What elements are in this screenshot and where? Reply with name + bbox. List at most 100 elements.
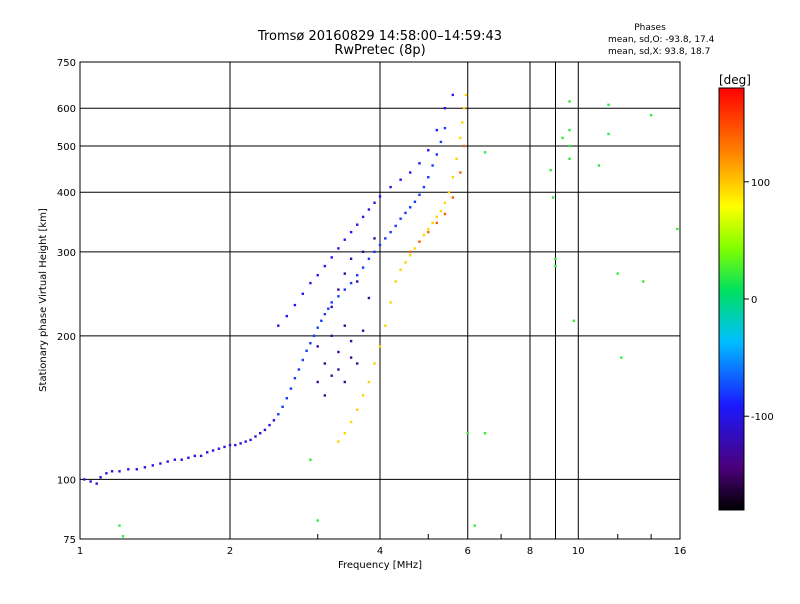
data-point bbox=[323, 313, 326, 316]
data-point bbox=[309, 342, 312, 345]
data-point bbox=[676, 227, 679, 231]
y-tick-label: 75 bbox=[63, 535, 76, 546]
data-point bbox=[293, 303, 297, 307]
data-point bbox=[263, 428, 267, 432]
data-point bbox=[461, 121, 464, 124]
data-point bbox=[277, 324, 280, 327]
data-point bbox=[447, 191, 451, 194]
data-point bbox=[616, 272, 619, 275]
data-point bbox=[316, 345, 319, 348]
data-point bbox=[356, 274, 359, 277]
chart-subtitle: RwPretec (8p) bbox=[334, 43, 425, 58]
data-point bbox=[151, 464, 154, 467]
data-point bbox=[327, 307, 330, 310]
data-point bbox=[459, 171, 462, 174]
data-point bbox=[305, 349, 308, 352]
data-point bbox=[361, 250, 365, 253]
data-point bbox=[285, 397, 288, 400]
data-point bbox=[309, 281, 312, 285]
data-point bbox=[316, 326, 319, 329]
y-tick-label: 500 bbox=[57, 142, 76, 153]
data-point bbox=[409, 254, 412, 257]
data-point bbox=[95, 482, 98, 485]
data-point bbox=[404, 211, 407, 215]
data-point bbox=[187, 456, 190, 459]
data-point bbox=[343, 238, 346, 241]
data-point bbox=[234, 443, 237, 447]
series-o-lower bbox=[277, 126, 447, 416]
data-point bbox=[349, 356, 353, 359]
data-point bbox=[343, 288, 346, 291]
data-point bbox=[361, 329, 365, 332]
data-point bbox=[422, 234, 426, 237]
data-point bbox=[455, 157, 458, 160]
data-point bbox=[435, 221, 438, 225]
x-tick-label: 4 bbox=[377, 546, 383, 557]
data-point bbox=[462, 107, 466, 110]
x-tick-labels: 1 2 4 6 8 10 16 bbox=[77, 546, 687, 557]
data-point bbox=[337, 295, 340, 298]
data-points bbox=[83, 93, 679, 538]
data-point bbox=[159, 462, 162, 465]
y-tick-label: 300 bbox=[57, 248, 76, 259]
data-point bbox=[89, 480, 92, 483]
data-point bbox=[620, 356, 623, 359]
data-point bbox=[427, 230, 430, 234]
phase-heading: Phases bbox=[634, 23, 666, 33]
x-tick-label: 8 bbox=[527, 546, 533, 557]
data-point bbox=[462, 144, 466, 148]
data-point bbox=[443, 126, 447, 130]
data-point bbox=[373, 362, 376, 365]
data-point bbox=[549, 168, 552, 172]
data-point bbox=[431, 221, 434, 225]
data-point bbox=[568, 100, 571, 103]
data-point bbox=[389, 185, 392, 189]
data-point bbox=[422, 185, 426, 189]
data-point bbox=[110, 470, 114, 473]
phase-o-info: mean, sd,O: -93.8, 17.4 bbox=[608, 35, 715, 45]
x-tick-label: 1 bbox=[77, 546, 83, 557]
data-point bbox=[561, 136, 564, 140]
data-point bbox=[356, 223, 359, 226]
data-point bbox=[373, 237, 376, 240]
data-point bbox=[301, 358, 304, 362]
data-point bbox=[554, 257, 557, 260]
y-tick-label: 400 bbox=[57, 188, 76, 199]
data-point bbox=[223, 445, 226, 449]
data-point bbox=[427, 227, 430, 231]
series-o-spread bbox=[316, 237, 376, 397]
data-point bbox=[337, 247, 340, 250]
y-axis-label: Stationary phase Virtual Height [km] bbox=[38, 208, 49, 392]
data-point bbox=[343, 380, 346, 384]
data-point bbox=[459, 136, 462, 140]
data-point bbox=[642, 280, 645, 283]
data-point bbox=[399, 217, 402, 220]
data-point bbox=[367, 380, 371, 384]
data-point bbox=[466, 432, 469, 435]
data-point bbox=[568, 144, 571, 148]
series-sparse bbox=[118, 100, 679, 538]
data-point bbox=[483, 432, 487, 435]
data-point bbox=[118, 524, 121, 527]
data-point bbox=[384, 237, 387, 240]
data-point bbox=[349, 257, 353, 260]
data-point bbox=[277, 413, 280, 416]
series-low bbox=[83, 419, 276, 485]
data-point bbox=[451, 176, 454, 179]
data-point bbox=[356, 408, 359, 411]
data-point bbox=[435, 153, 438, 156]
phase-x-info: mean, sd,X: 93.8, 18.7 bbox=[608, 47, 710, 57]
data-point bbox=[607, 132, 610, 136]
data-point bbox=[439, 210, 443, 213]
data-point bbox=[301, 292, 304, 295]
data-point bbox=[297, 368, 301, 371]
data-point bbox=[431, 164, 434, 167]
data-point bbox=[389, 230, 392, 234]
data-point bbox=[418, 162, 421, 165]
data-point bbox=[349, 339, 353, 343]
data-point bbox=[367, 257, 371, 260]
x-tick-label: 2 bbox=[227, 546, 233, 557]
colorbar-ticks: 100 0 -100 bbox=[744, 178, 774, 423]
plot-frame bbox=[79, 61, 681, 540]
